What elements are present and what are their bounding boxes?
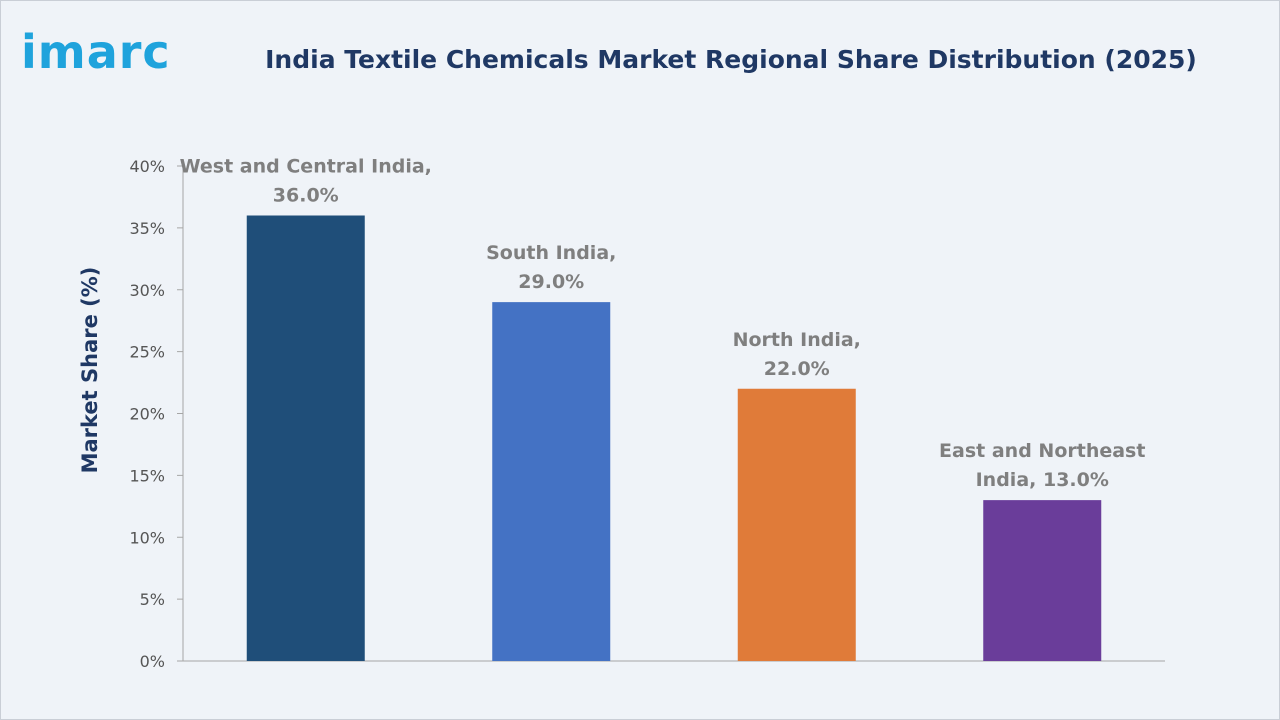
y-tick-label: 15% xyxy=(129,466,165,485)
y-axis-label: Market Share (%) xyxy=(78,267,102,474)
y-tick-label: 30% xyxy=(129,281,165,300)
chart-data-labels: West and Central India, 36.0% South India,… xyxy=(180,156,1146,492)
bar xyxy=(246,215,365,661)
y-tick-label: 5% xyxy=(140,590,165,609)
data-label: West and Central India, 36.0% xyxy=(180,156,432,207)
bar xyxy=(492,302,611,661)
y-tick-label: 35% xyxy=(129,219,165,238)
y-tick-label: 0% xyxy=(140,652,165,671)
chart-title: India Textile Chemicals Market Regional … xyxy=(265,45,1197,74)
y-tick-label: 20% xyxy=(129,405,165,424)
data-label: North India, 22.0% xyxy=(733,329,861,380)
y-tick-label: 40% xyxy=(129,157,165,176)
imarc-logo: imarc xyxy=(21,25,171,79)
y-tick-label: 10% xyxy=(129,528,165,547)
data-label: East and Northeast India, 13.0% xyxy=(939,440,1145,491)
bar xyxy=(983,500,1102,661)
chart-bars xyxy=(246,215,1102,661)
chart-axes: 0% 5% 10% 15% 20% 25% 30% 35% 40% xyxy=(129,157,1165,671)
bar xyxy=(737,388,856,661)
y-tick-label: 25% xyxy=(129,343,165,362)
data-label: South India, 29.0% xyxy=(486,242,616,293)
